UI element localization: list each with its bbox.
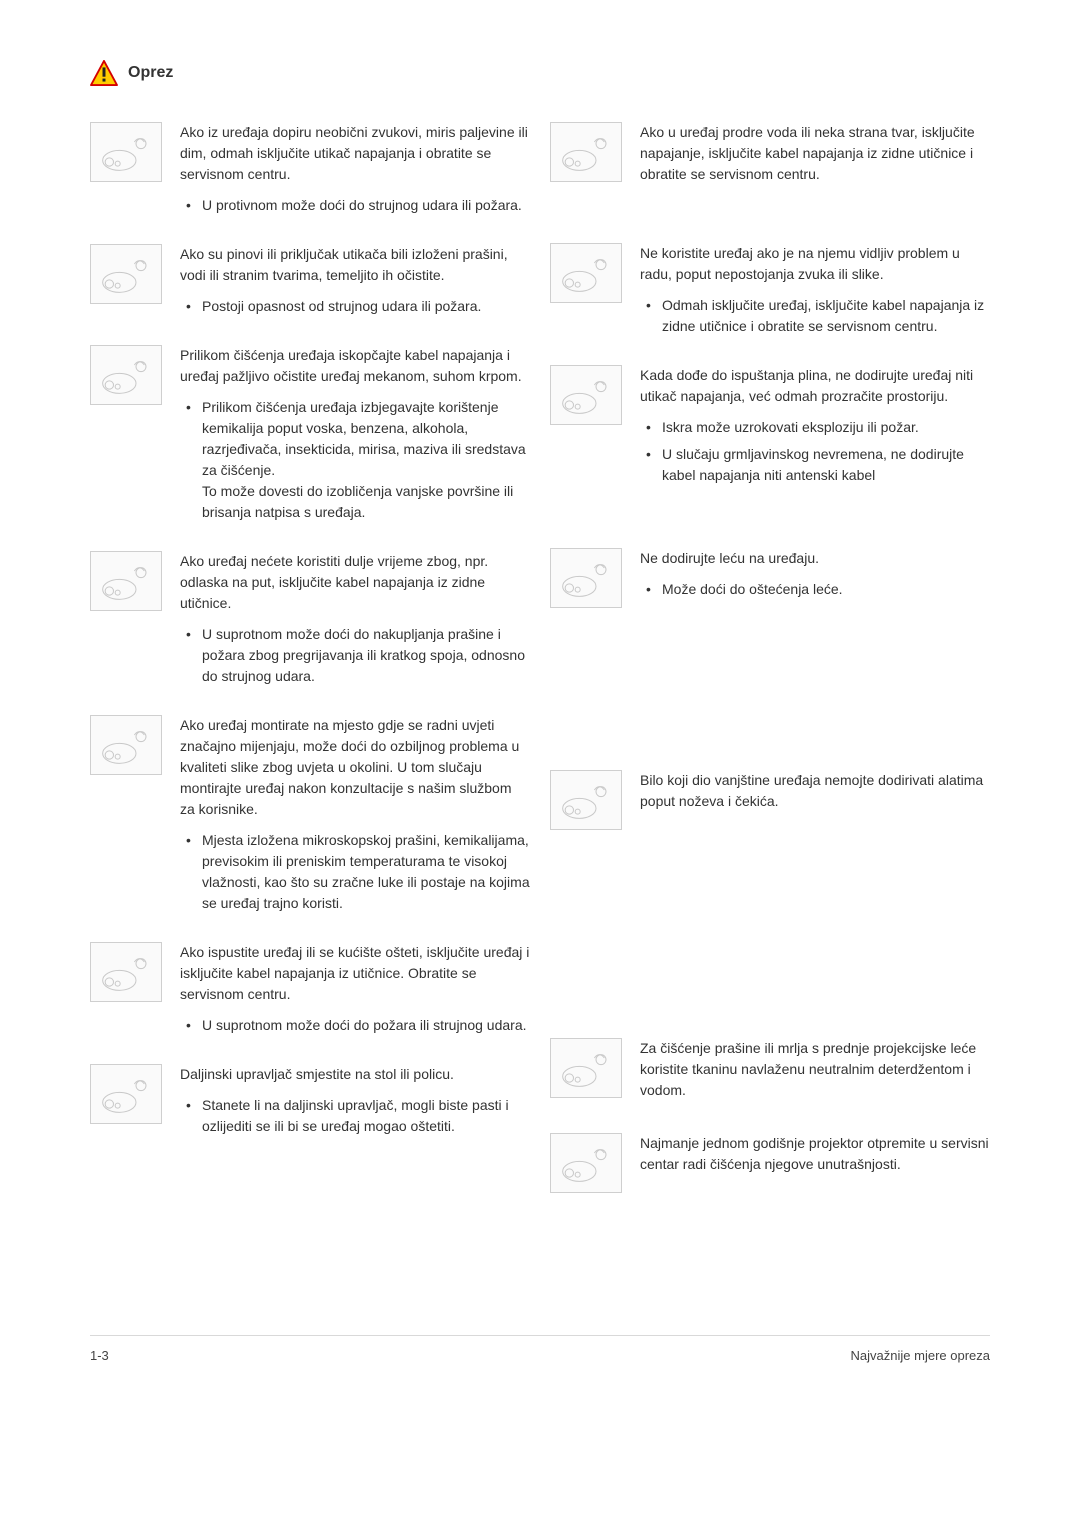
instruction-bullet: U suprotnom može doći do nakupljanja pra… xyxy=(202,624,530,687)
instruction-body: Ako uređaj nećete koristiti dulje vrijem… xyxy=(180,551,530,693)
caution-triangle-icon xyxy=(90,60,118,86)
instruction-bullets: U suprotnom može doći do požara ili stru… xyxy=(180,1015,530,1036)
instruction-bullets: Postoji opasnost od strujnog udara ili p… xyxy=(180,296,530,317)
instruction-main-text: Ako uređaj nećete koristiti dulje vrijem… xyxy=(180,551,530,614)
instruction-block: Ne dodirujte leću na uređaju. Može doći d… xyxy=(550,548,990,608)
instruction-bullets: Iskra može uzrokovati eksploziju ili pož… xyxy=(640,417,990,486)
instruction-main-text: Ako u uređaj prodre voda ili neka strana… xyxy=(640,122,990,185)
instruction-main-text: Ne koristite uređaj ako je na njemu vidl… xyxy=(640,243,990,285)
instruction-illustration xyxy=(90,122,162,182)
instruction-block: Ako uređaj montirate na mjesto gdje se r… xyxy=(90,715,530,920)
instruction-body: Ako u uređaj prodre voda ili neka strana… xyxy=(640,122,990,195)
footer-section-title: Najvažnije mjere opreza xyxy=(851,1346,990,1366)
instruction-bullet: Stanete li na daljinski upravljač, mogli… xyxy=(202,1095,530,1137)
instruction-main-text: Prilikom čišćenja uređaja iskopčajte kab… xyxy=(180,345,530,387)
instruction-illustration xyxy=(550,365,622,425)
layout-spacer xyxy=(550,852,990,1038)
instruction-block: Prilikom čišćenja uređaja iskopčajte kab… xyxy=(90,345,530,529)
instruction-block: Ako uređaj nećete koristiti dulje vrijem… xyxy=(90,551,530,693)
instruction-illustration xyxy=(90,244,162,304)
instruction-main-text: Ako iz uređaja dopiru neobični zvukovi, … xyxy=(180,122,530,185)
instruction-body: Ne koristite uređaj ako je na njemu vidl… xyxy=(640,243,990,343)
instruction-illustration xyxy=(90,1064,162,1124)
instruction-block: Ako u uređaj prodre voda ili neka strana… xyxy=(550,122,990,195)
instruction-bullet: U protivnom može doći do strujnog udara … xyxy=(202,195,530,216)
instruction-main-text: Kada dođe do ispuštanja plina, ne dodiru… xyxy=(640,365,990,407)
instruction-block: Daljinski upravljač smjestite na stol il… xyxy=(90,1064,530,1143)
left-column: Ako iz uređaja dopiru neobični zvukovi, … xyxy=(90,122,530,1215)
layout-spacer xyxy=(550,630,990,770)
instruction-illustration xyxy=(90,551,162,611)
instruction-body: Ako iz uređaja dopiru neobični zvukovi, … xyxy=(180,122,530,222)
instruction-illustration xyxy=(550,548,622,608)
instruction-main-text: Najmanje jednom godišnje projektor otpre… xyxy=(640,1133,990,1175)
instruction-bullets: Stanete li na daljinski upravljač, mogli… xyxy=(180,1095,530,1137)
instruction-body: Ne dodirujte leću na uređaju. Može doći d… xyxy=(640,548,990,608)
instruction-main-text: Ako su pinovi ili priključak utikača bil… xyxy=(180,244,530,286)
instruction-block: Ako iz uređaja dopiru neobični zvukovi, … xyxy=(90,122,530,222)
instruction-bullet: Može doći do oštećenja leće. xyxy=(662,579,990,600)
instruction-block: Bilo koji dio vanjštine uređaja nemojte … xyxy=(550,770,990,830)
instruction-illustration xyxy=(90,715,162,775)
instruction-bullet: Iskra može uzrokovati eksploziju ili pož… xyxy=(662,417,990,438)
instruction-main-text: Daljinski upravljač smjestite na stol il… xyxy=(180,1064,530,1085)
instruction-block: Za čišćenje prašine ili mrlja s prednje … xyxy=(550,1038,990,1111)
page-footer: 1-3 Najvažnije mjere opreza xyxy=(90,1335,990,1366)
instruction-bullets: Može doći do oštećenja leće. xyxy=(640,579,990,600)
instruction-main-text: Za čišćenje prašine ili mrlja s prednje … xyxy=(640,1038,990,1101)
instruction-bullets: Mjesta izložena mikroskopskoj prašini, k… xyxy=(180,830,530,914)
layout-spacer xyxy=(550,217,990,243)
instruction-bullet: Odmah isključite uređaj, isključite kabe… xyxy=(662,295,990,337)
instruction-illustration xyxy=(550,1133,622,1193)
instruction-illustration xyxy=(550,770,622,830)
instruction-block: Ako su pinovi ili priključak utikača bil… xyxy=(90,244,530,323)
instruction-bullets: U protivnom može doći do strujnog udara … xyxy=(180,195,530,216)
right-column: Ako u uređaj prodre voda ili neka strana… xyxy=(550,122,990,1215)
instruction-body: Ako uređaj montirate na mjesto gdje se r… xyxy=(180,715,530,920)
instruction-illustration xyxy=(550,1038,622,1098)
instruction-main-text: Bilo koji dio vanjštine uređaja nemojte … xyxy=(640,770,990,812)
layout-spacer xyxy=(550,514,990,548)
instruction-block: Ako ispustite uređaj ili se kućište ošte… xyxy=(90,942,530,1042)
instruction-main-text: Ako uređaj montirate na mjesto gdje se r… xyxy=(180,715,530,820)
instruction-body: Najmanje jednom godišnje projektor otpre… xyxy=(640,1133,990,1193)
instruction-body: Daljinski upravljač smjestite na stol il… xyxy=(180,1064,530,1143)
instruction-block: Najmanje jednom godišnje projektor otpre… xyxy=(550,1133,990,1193)
instruction-bullets: Prilikom čišćenja uređaja izbjegavajte k… xyxy=(180,397,530,523)
instruction-illustration xyxy=(90,942,162,1002)
instruction-bullet: U slučaju grmljavinskog nevremena, ne do… xyxy=(662,444,990,486)
instruction-block: Kada dođe do ispuštanja plina, ne dodiru… xyxy=(550,365,990,492)
instruction-illustration xyxy=(550,122,622,182)
instruction-bullet: Postoji opasnost od strujnog udara ili p… xyxy=(202,296,530,317)
instruction-bullets: Odmah isključite uređaj, isključite kabe… xyxy=(640,295,990,337)
footer-page-number: 1-3 xyxy=(90,1346,109,1366)
instruction-bullets: U suprotnom može doći do nakupljanja pra… xyxy=(180,624,530,687)
instruction-main-text: Ne dodirujte leću na uređaju. xyxy=(640,548,990,569)
instruction-body: Ako su pinovi ili priključak utikača bil… xyxy=(180,244,530,323)
instruction-bullet: U suprotnom može doći do požara ili stru… xyxy=(202,1015,530,1036)
instruction-bullet: Prilikom čišćenja uređaja izbjegavajte k… xyxy=(202,397,530,523)
instruction-main-text: Ako ispustite uređaj ili se kućište ošte… xyxy=(180,942,530,1005)
instruction-body: Ako ispustite uređaj ili se kućište ošte… xyxy=(180,942,530,1042)
instruction-illustration xyxy=(550,243,622,303)
instruction-body: Za čišćenje prašine ili mrlja s prednje … xyxy=(640,1038,990,1111)
instruction-body: Bilo koji dio vanjštine uređaja nemojte … xyxy=(640,770,990,830)
instruction-block: Ne koristite uređaj ako je na njemu vidl… xyxy=(550,243,990,343)
section-heading: Oprez xyxy=(128,61,173,85)
instruction-bullet: Mjesta izložena mikroskopskoj prašini, k… xyxy=(202,830,530,914)
instruction-body: Kada dođe do ispuštanja plina, ne dodiru… xyxy=(640,365,990,492)
instruction-body: Prilikom čišćenja uređaja iskopčajte kab… xyxy=(180,345,530,529)
instruction-illustration xyxy=(90,345,162,405)
content-columns: Ako iz uređaja dopiru neobični zvukovi, … xyxy=(90,122,990,1215)
